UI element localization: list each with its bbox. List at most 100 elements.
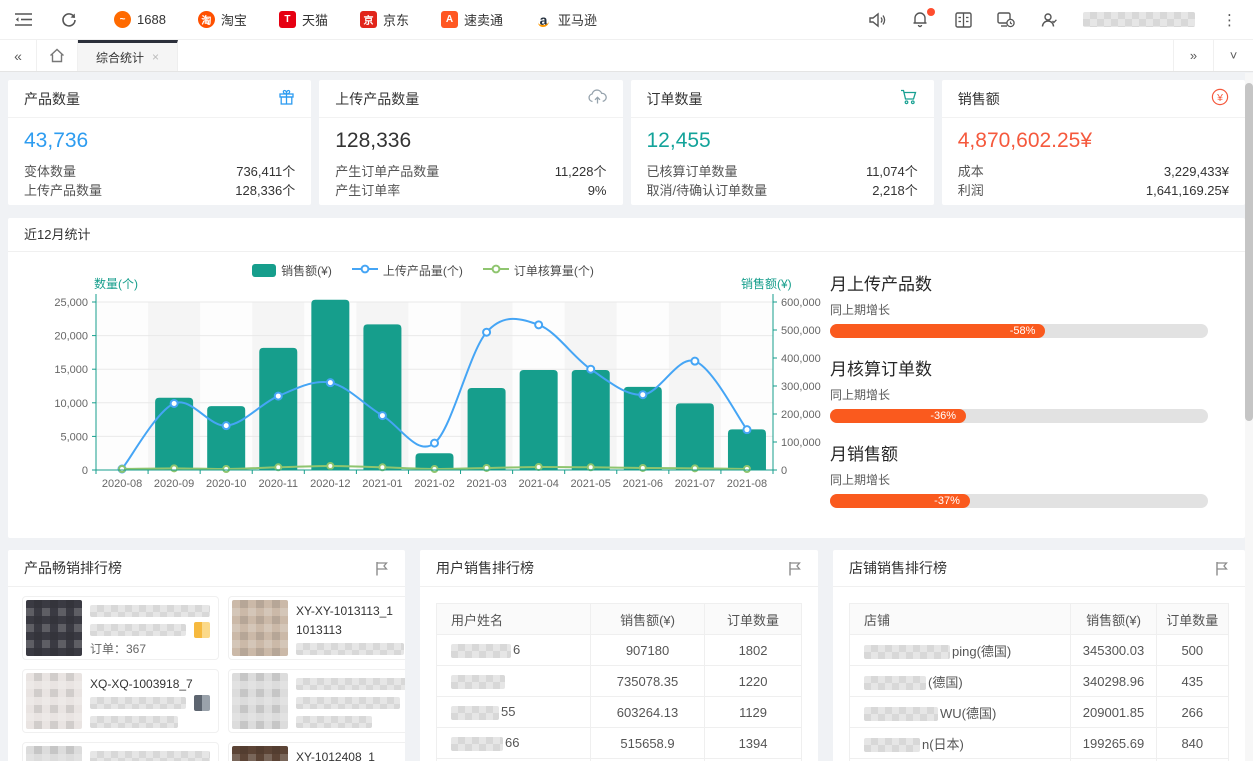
channel-label: 淘宝 (220, 13, 247, 28)
svg-text:20,000: 20,000 (54, 331, 88, 343)
refresh-icon[interactable] (60, 11, 78, 29)
subrow-value: 3,229,433¥ (1163, 164, 1229, 179)
redacted-text (296, 677, 405, 690)
product-ranking-panel: 产品畅销排行榜 订单：367 XY-XY-1013113_1 10131132 XQ-… (8, 550, 405, 761)
product-card[interactable]: XQ-XQ-1003918_7 (22, 669, 219, 733)
sales-cell: 515658.9 (589, 727, 706, 759)
channel-tab-亚马逊[interactable]: a 亚马逊 (534, 10, 597, 29)
legend-item[interactable]: 订单核算量(个) (482, 262, 594, 279)
subrow-label: 上传产品数量 (24, 183, 103, 198)
monthly-stats-chart: 0 5,000 10,000 15,000 20,000 25,000 0 100,000 20… (54, 276, 821, 490)
product-card-line (296, 713, 405, 730)
subrow-label: 利润 (957, 183, 984, 198)
redacted-text (90, 604, 210, 617)
growth-group-2: 月核算订单数 同上期增长 -36% (830, 359, 1210, 423)
subrow-label: 成本 (957, 164, 984, 179)
redacted-badge (194, 694, 210, 711)
column-header: 用户姓名 (436, 603, 591, 635)
subrow-value: 9% (587, 183, 607, 198)
product-card[interactable] (22, 742, 219, 761)
menu-fold-icon[interactable] (14, 11, 32, 29)
svg-text:2021-03: 2021-03 (466, 478, 506, 490)
user-ranking-title: 用户销售排行榜 (436, 560, 534, 576)
product-card-line (90, 621, 210, 638)
stat-card-subrow: 取消/待确认订单数量 2,218个 (647, 181, 918, 200)
svg-text:600,000: 600,000 (781, 297, 821, 309)
home-tab-icon[interactable] (36, 40, 78, 71)
legend-item[interactable]: 上传产品量(个) (351, 262, 463, 279)
expand-tabs-icon[interactable]: » (1173, 40, 1213, 71)
name-cell: (德国) (848, 665, 1072, 697)
collapse-tabs-icon[interactable]: « (14, 47, 22, 64)
flag-icon[interactable] (787, 561, 802, 576)
product-card[interactable]: 订单：367 (22, 596, 219, 660)
tab-comprehensive-stats[interactable]: 综合统计 × (78, 40, 178, 71)
product-card[interactable]: XY-XY-1013113_1 10131132 (228, 596, 405, 660)
column-header: 订单数量 (704, 603, 802, 635)
growth-group-3: 月销售额 同上期增长 -37% (830, 444, 1210, 508)
sales-cell: 209001.85 (1070, 696, 1157, 728)
channel-logo-icon: T (278, 11, 296, 28)
product-text: 1013113 (296, 622, 342, 637)
legend-item[interactable]: 销售额(¥) (252, 262, 332, 279)
tab-label: 综合统计 (95, 50, 144, 65)
svg-text:400,000: 400,000 (781, 353, 821, 365)
growth-label: 同上期增长 (830, 473, 891, 487)
product-card[interactable]: XY-1012408_1 (228, 742, 405, 761)
redacted-name (864, 676, 926, 691)
sales-cell: 735078.35 (589, 665, 706, 697)
ranking-panels-row: 产品畅销排行榜 订单：367 XY-XY-1013113_1 10131132 XQ-… (8, 550, 1245, 761)
stat-card-title: 销售额 (957, 90, 1000, 107)
product-card-line: XY-XY-1013113_1 (296, 602, 405, 619)
more-menu-icon[interactable]: ⋮ (1222, 11, 1237, 29)
channel-label: 1688 (137, 12, 166, 27)
channel-logo-icon: ~ (114, 11, 131, 28)
table-row: 6 907180 1802 (436, 634, 802, 666)
svg-text:2020-12: 2020-12 (310, 478, 350, 490)
workbench-icon[interactable] (997, 11, 1015, 29)
name-suffix: 66 (505, 735, 520, 751)
name-suffix: WU(德国) (940, 705, 997, 721)
contacts-icon[interactable] (1040, 11, 1058, 29)
subrow-label: 变体数量 (24, 164, 77, 179)
stat-cards-row: 产品数量 43,736 变体数量 736,411个 上传产品数量 128,336个 上传产品… (8, 80, 1245, 205)
svg-text:2021-02: 2021-02 (414, 478, 454, 490)
legend-line-swatch (482, 263, 509, 278)
apps-grid-icon[interactable] (954, 11, 972, 29)
announcement-icon[interactable] (868, 11, 886, 29)
subrow-label: 产生订单产品数量 (335, 164, 440, 179)
tab-dropdown-icon[interactable]: ˅ (1213, 40, 1253, 71)
svg-text:300,000: 300,000 (781, 381, 821, 393)
flag-icon[interactable] (374, 561, 389, 576)
legend-label: 销售额(¥) (281, 264, 332, 278)
progress-track: -36% (830, 409, 1208, 423)
username-redacted[interactable] (1083, 12, 1195, 27)
redacted-badge (194, 621, 210, 638)
vertical-scrollbar[interactable] (1245, 73, 1253, 761)
channel-tab-天猫[interactable]: T 天猫 (278, 10, 328, 29)
progress-fill: -36% (830, 409, 967, 423)
channel-tab-淘宝[interactable]: 淘淘宝 (197, 10, 247, 29)
channel-logo-icon: A (440, 11, 458, 28)
channel-tab-速卖通[interactable]: A 速卖通 (440, 10, 503, 29)
growth-label: 同上期增长 (830, 388, 891, 402)
redacted-name (864, 707, 938, 722)
notification-bell-icon[interactable] (911, 7, 935, 29)
user-ranking-table: 用户姓名 销售额(¥) 订单数量 6 907180 1802 735078.35 1220 55… (436, 603, 802, 761)
name-suffix: n(日本) (922, 736, 964, 752)
orders-cell: 1129 (704, 696, 802, 728)
tab-close-icon[interactable]: × (152, 50, 160, 64)
redacted-name (451, 736, 503, 751)
svg-text:2020-09: 2020-09 (154, 478, 194, 490)
product-card-line (90, 713, 210, 730)
svg-text:2020-10: 2020-10 (206, 478, 246, 490)
channel-label: 京东 (382, 13, 409, 28)
channel-tab-1688[interactable]: ~1688 (114, 11, 166, 28)
product-card[interactable] (228, 669, 405, 733)
scrollbar-thumb[interactable] (1245, 83, 1253, 421)
channel-tab-京东[interactable]: 京京东 (359, 10, 409, 29)
stat-card-title: 上传产品数量 (335, 90, 420, 107)
column-header: 销售额(¥) (589, 603, 706, 635)
flag-icon[interactable] (1214, 561, 1229, 576)
svg-text:¥: ¥ (1216, 92, 1223, 104)
